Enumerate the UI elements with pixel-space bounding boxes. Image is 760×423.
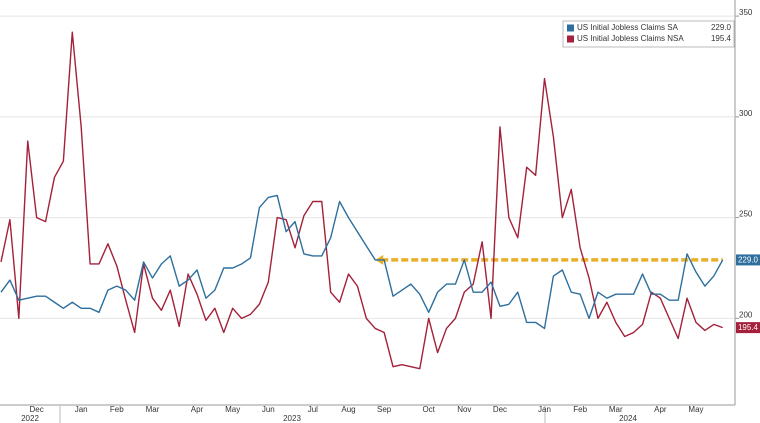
x-tick-label: Nov bbox=[457, 405, 471, 414]
x-tick-label: Jul bbox=[308, 405, 318, 414]
x-tick-label: Jun bbox=[262, 405, 275, 414]
last-value-box bbox=[736, 322, 760, 334]
x-tick-label: Apr bbox=[654, 405, 667, 414]
x-tick-label: Jan bbox=[75, 405, 88, 414]
x-tick-label: Feb bbox=[110, 405, 124, 414]
series-line bbox=[0, 31, 723, 370]
x-tick-label: Apr bbox=[191, 405, 204, 414]
x-tick-label: Mar bbox=[146, 405, 160, 414]
legend-value: 195.4 bbox=[711, 34, 732, 43]
x-tick-label: May bbox=[688, 405, 703, 414]
x-tick-label: May bbox=[225, 405, 240, 414]
x-tick-label: Oct bbox=[422, 405, 435, 414]
plot-area bbox=[0, 0, 735, 405]
legend-swatch bbox=[567, 24, 574, 32]
last-value-box bbox=[736, 254, 760, 266]
x-tick-label: Dec bbox=[30, 405, 44, 414]
last-value-label: 229.0 bbox=[738, 256, 759, 265]
x-tick-label: Jan bbox=[538, 405, 551, 414]
y-tick-label: 350 bbox=[739, 8, 753, 17]
year-label: 2023 bbox=[283, 414, 301, 423]
legend-label: US Initial Jobless Claims NSA bbox=[577, 34, 684, 43]
x-tick-label: Dec bbox=[493, 405, 507, 414]
legend-value: 229.0 bbox=[711, 23, 732, 32]
last-value-label: 195.4 bbox=[738, 323, 759, 332]
series-line bbox=[0, 194, 724, 330]
y-tick-label: 250 bbox=[739, 210, 753, 219]
x-tick-label: Feb bbox=[573, 405, 587, 414]
legend-label: US Initial Jobless Claims SA bbox=[577, 23, 679, 32]
legend-box bbox=[562, 20, 735, 48]
x-tick-label: Mar bbox=[609, 405, 623, 414]
x-tick-label: Sep bbox=[377, 405, 392, 414]
legend-swatch bbox=[567, 35, 574, 43]
year-label: 2024 bbox=[619, 414, 637, 423]
y-tick-label: 200 bbox=[739, 310, 753, 319]
year-label: 2022 bbox=[21, 414, 39, 423]
x-tick-label: Aug bbox=[341, 405, 355, 414]
y-tick-label: 300 bbox=[739, 109, 753, 118]
